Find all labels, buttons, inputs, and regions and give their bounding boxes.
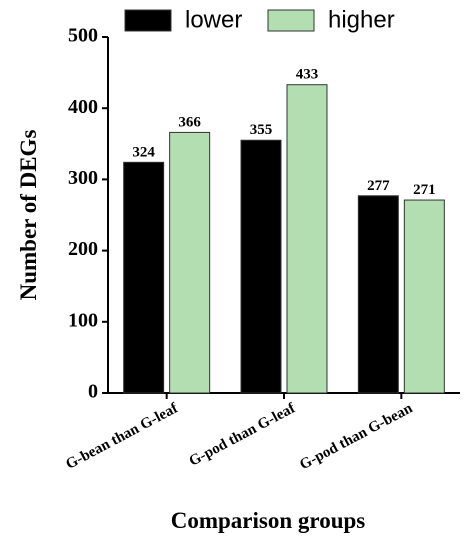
y-tick-label: 400: [68, 96, 98, 118]
bar: [240, 139, 282, 394]
legend-label: lower: [185, 6, 242, 33]
bar: [169, 131, 211, 394]
legend-label: higher: [328, 6, 395, 33]
value-label: 355: [250, 122, 273, 138]
value-label: 324: [132, 144, 155, 160]
y-tick-label: 100: [68, 309, 98, 331]
bar: [286, 84, 328, 394]
bar: [403, 199, 445, 394]
bar: [123, 161, 165, 394]
x-tick-label: G-pod than G-bean: [297, 400, 415, 473]
value-label: 433: [296, 67, 319, 83]
value-label: 277: [367, 178, 390, 194]
x-tick-label: G-pod than G-leaf: [187, 400, 299, 470]
y-tick-label: 0: [88, 381, 98, 403]
y-tick-label: 300: [68, 167, 98, 189]
x-axis-label: Comparison groups: [171, 508, 366, 533]
legend-swatch: [267, 9, 315, 32]
value-label: 366: [178, 114, 201, 130]
y-tick-label: 500: [68, 25, 98, 47]
bar: [357, 195, 399, 394]
y-tick-label: 200: [68, 238, 98, 260]
value-label: 271: [413, 182, 436, 198]
legend-swatch: [124, 9, 172, 32]
y-axis-label: Number of DEGs: [16, 130, 41, 301]
x-tick-label: G-bean than G-leaf: [63, 400, 181, 473]
